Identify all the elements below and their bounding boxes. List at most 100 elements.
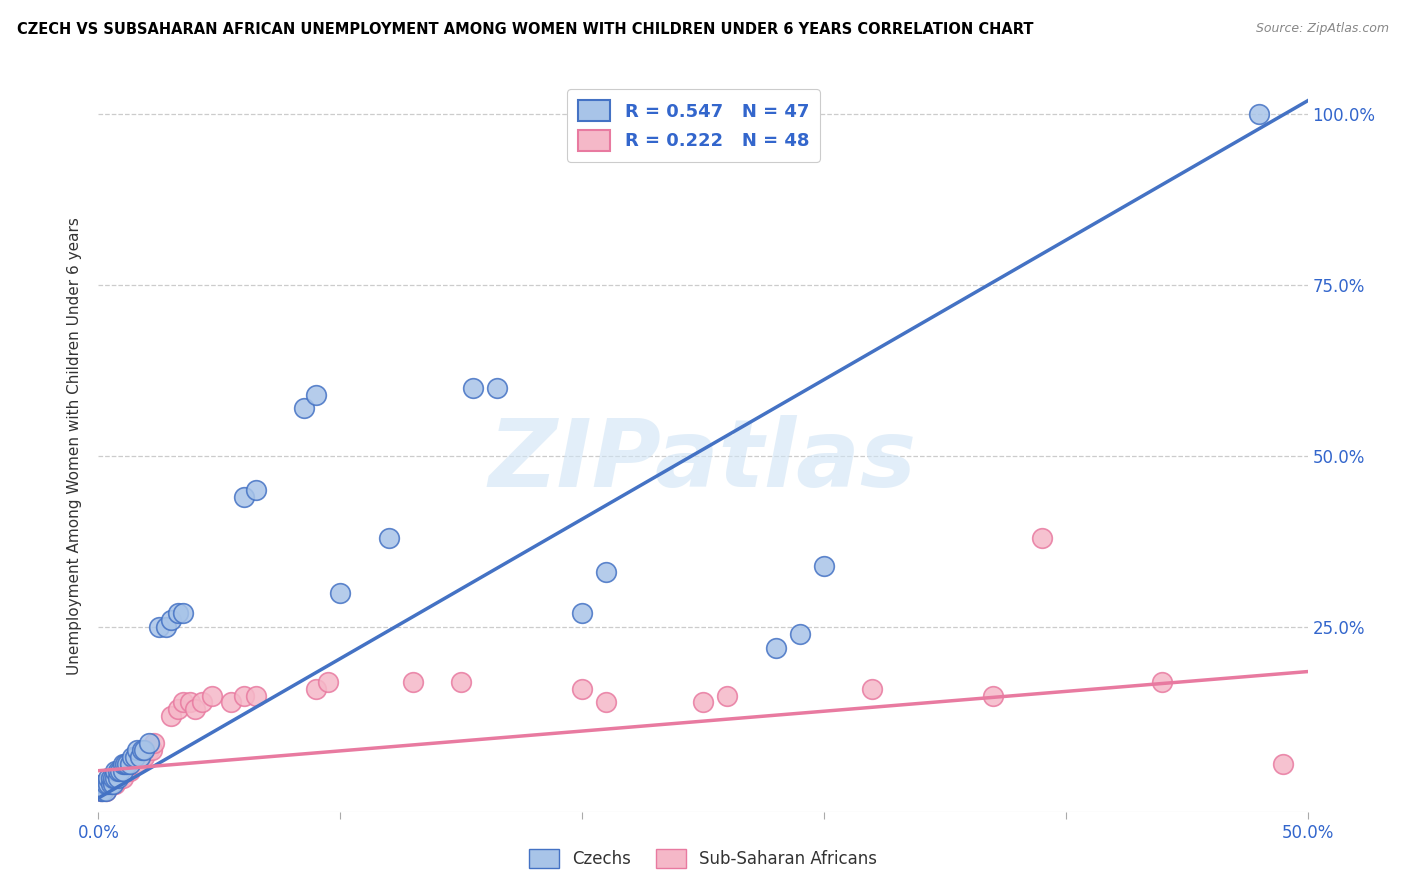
Point bbox=[245, 689, 267, 703]
Point bbox=[134, 750, 156, 764]
Point bbox=[97, 771, 120, 785]
Point bbox=[101, 777, 124, 791]
Point bbox=[172, 607, 194, 621]
Point bbox=[90, 784, 112, 798]
Point bbox=[124, 750, 146, 764]
Point bbox=[101, 771, 124, 785]
Point bbox=[128, 750, 150, 764]
Point bbox=[131, 743, 153, 757]
Point bbox=[108, 771, 131, 785]
Point bbox=[101, 777, 124, 791]
Point bbox=[160, 613, 183, 627]
Point bbox=[692, 695, 714, 709]
Point bbox=[595, 566, 617, 580]
Point bbox=[155, 620, 177, 634]
Point bbox=[131, 750, 153, 764]
Point bbox=[160, 709, 183, 723]
Point bbox=[118, 764, 141, 778]
Point bbox=[292, 401, 315, 416]
Point bbox=[377, 531, 399, 545]
Point bbox=[114, 764, 136, 778]
Point bbox=[184, 702, 207, 716]
Point bbox=[111, 764, 134, 778]
Point bbox=[91, 777, 114, 791]
Text: CZECH VS SUBSAHARAN AFRICAN UNEMPLOYMENT AMONG WOMEN WITH CHILDREN UNDER 6 YEARS: CZECH VS SUBSAHARAN AFRICAN UNEMPLOYMENT… bbox=[17, 22, 1033, 37]
Point bbox=[104, 764, 127, 778]
Point bbox=[104, 777, 127, 791]
Point bbox=[117, 756, 139, 771]
Point bbox=[316, 674, 339, 689]
Point bbox=[121, 756, 143, 771]
Point bbox=[121, 750, 143, 764]
Point bbox=[232, 490, 254, 504]
Point bbox=[107, 771, 129, 785]
Point bbox=[201, 689, 224, 703]
Point bbox=[141, 743, 163, 757]
Point bbox=[101, 771, 124, 785]
Point bbox=[245, 483, 267, 498]
Point bbox=[117, 764, 139, 778]
Point bbox=[167, 607, 190, 621]
Point bbox=[97, 777, 120, 791]
Point bbox=[981, 689, 1004, 703]
Point bbox=[860, 681, 883, 696]
Point bbox=[107, 771, 129, 785]
Point bbox=[221, 695, 243, 709]
Point bbox=[167, 702, 190, 716]
Point bbox=[111, 756, 134, 771]
Point bbox=[127, 756, 149, 771]
Point bbox=[94, 784, 117, 798]
Point bbox=[402, 674, 425, 689]
Point bbox=[595, 695, 617, 709]
Point bbox=[1249, 107, 1271, 121]
Point bbox=[148, 620, 170, 634]
Point bbox=[90, 784, 112, 798]
Point bbox=[135, 743, 157, 757]
Point bbox=[143, 736, 166, 750]
Point bbox=[107, 764, 129, 778]
Point bbox=[91, 777, 114, 791]
Point bbox=[100, 771, 122, 785]
Point bbox=[97, 777, 120, 791]
Point bbox=[138, 743, 160, 757]
Point bbox=[111, 771, 134, 785]
Legend: Czechs, Sub-Saharan Africans: Czechs, Sub-Saharan Africans bbox=[522, 842, 884, 875]
Point bbox=[114, 756, 136, 771]
Point bbox=[305, 681, 328, 696]
Legend: R = 0.547   N = 47, R = 0.222   N = 48: R = 0.547 N = 47, R = 0.222 N = 48 bbox=[567, 89, 820, 161]
Point bbox=[108, 764, 131, 778]
Point bbox=[138, 736, 160, 750]
Point bbox=[94, 777, 117, 791]
Point bbox=[191, 695, 214, 709]
Point bbox=[172, 695, 194, 709]
Point bbox=[1031, 531, 1053, 545]
Point bbox=[118, 756, 141, 771]
Point bbox=[232, 689, 254, 703]
Point bbox=[94, 784, 117, 798]
Point bbox=[128, 750, 150, 764]
Point bbox=[1272, 756, 1295, 771]
Point bbox=[329, 586, 352, 600]
Point bbox=[134, 743, 156, 757]
Text: ZIPatlas: ZIPatlas bbox=[489, 415, 917, 507]
Text: Source: ZipAtlas.com: Source: ZipAtlas.com bbox=[1256, 22, 1389, 36]
Point bbox=[100, 777, 122, 791]
Point bbox=[813, 558, 835, 573]
Point bbox=[94, 777, 117, 791]
Point bbox=[571, 607, 593, 621]
Point bbox=[124, 756, 146, 771]
Point bbox=[486, 381, 509, 395]
Y-axis label: Unemployment Among Women with Children Under 6 years: Unemployment Among Women with Children U… bbox=[66, 217, 82, 675]
Point bbox=[463, 381, 485, 395]
Point bbox=[789, 627, 811, 641]
Point bbox=[179, 695, 201, 709]
Point bbox=[1152, 674, 1174, 689]
Point bbox=[450, 674, 472, 689]
Point bbox=[104, 771, 127, 785]
Point bbox=[127, 743, 149, 757]
Point bbox=[91, 784, 114, 798]
Point bbox=[716, 689, 738, 703]
Point bbox=[571, 681, 593, 696]
Point bbox=[100, 777, 122, 791]
Point bbox=[305, 388, 328, 402]
